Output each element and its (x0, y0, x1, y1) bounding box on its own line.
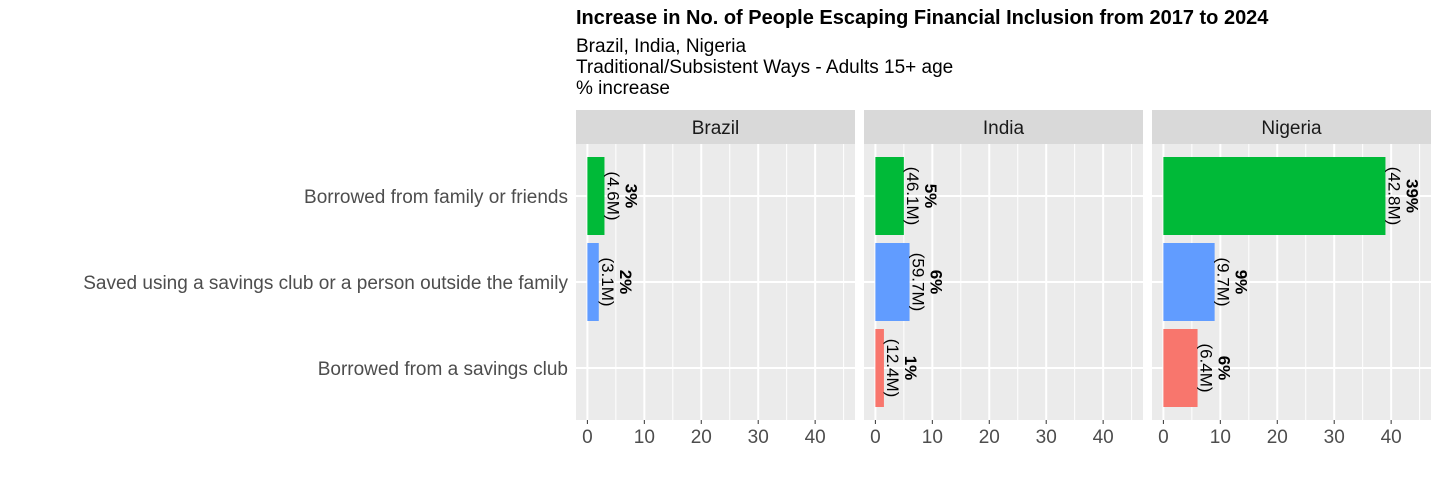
bar (1163, 243, 1215, 321)
facet-strip-label: India (983, 118, 1025, 139)
x-tick-label: 40 (805, 427, 826, 448)
category-label: Borrowed from a savings club (318, 359, 568, 380)
category-label: Borrowed from family or friends (304, 187, 568, 208)
bar-percent-label: 3% (621, 184, 640, 209)
chart-title: Increase in No. of People Escaping Finan… (576, 7, 1269, 29)
bar-percent-label: 1% (901, 356, 920, 381)
facet-india: India 5%(46.1M) 6%(59.7M) 1%(12.4M) 0 10 20 30 4… (864, 110, 1143, 448)
x-tick-label: 0 (582, 427, 593, 448)
x-tick-label: 30 (1036, 427, 1057, 448)
x-tick-label: 20 (979, 427, 1000, 448)
facet-strip (1152, 110, 1431, 144)
bar-percent-label: 6% (927, 270, 946, 295)
bar-count-label: (9.7M) (1214, 257, 1233, 306)
x-tick-label: 30 (1324, 427, 1345, 448)
bar (587, 157, 605, 235)
facet-brazil: Brazil 3%(4.6M) 2%(3.1M) 0 10 20 30 40 (576, 110, 855, 448)
bar (1163, 157, 1386, 235)
x-tick-label: 40 (1381, 427, 1402, 448)
bar-count-label: (42.8M) (1384, 167, 1403, 226)
bar-count-label: (12.4M) (883, 339, 902, 398)
facet-nigeria: Nigeria 39%(42.8M) 9%(9.7M) 6%(6.4M) 0 10 20 30… (1152, 110, 1431, 448)
bar-count-label: (4.6M) (603, 171, 622, 220)
bar (875, 157, 904, 235)
bar (875, 329, 884, 407)
chart-subtitle-line-3: % increase (576, 78, 670, 99)
bar-percent-label: 39% (1402, 179, 1421, 213)
bar-percent-label: 2% (616, 270, 635, 295)
bar-percent-label: 6% (1215, 356, 1234, 381)
chart-subtitle-line-1: Brazil, India, Nigeria (576, 36, 746, 57)
facet-strip-label: Nigeria (1261, 118, 1322, 139)
category-labels: Borrowed from family or friends Saved usi… (83, 187, 568, 380)
bar-percent-label: 5% (921, 184, 940, 209)
x-tick-label: 20 (691, 427, 712, 448)
x-tick-label: 0 (1158, 427, 1169, 448)
bar-count-label: (59.7M) (909, 253, 928, 312)
bar-count-label: (6.4M) (1197, 343, 1216, 392)
x-tick-label: 30 (748, 427, 769, 448)
bar (875, 243, 910, 321)
facet-strip-label: Brazil (692, 118, 740, 139)
x-tick-label: 10 (634, 427, 655, 448)
x-tick-label: 10 (922, 427, 943, 448)
facet-strip (864, 110, 1143, 144)
x-tick-label: 10 (1210, 427, 1231, 448)
category-label: Saved using a savings club or a person o… (83, 273, 568, 294)
bar-count-label: (3.1M) (598, 257, 617, 306)
bar-count-label: (46.1M) (903, 167, 922, 226)
chart-subtitle-line-2: Traditional/Subsistent Ways - Adults 15+… (576, 57, 953, 78)
x-tick-label: 40 (1093, 427, 1114, 448)
bar (587, 243, 599, 321)
facet-strip (576, 110, 855, 144)
x-tick-label: 0 (870, 427, 881, 448)
x-tick-label: 20 (1267, 427, 1288, 448)
bar (1163, 329, 1198, 407)
bar-percent-label: 9% (1232, 270, 1251, 295)
